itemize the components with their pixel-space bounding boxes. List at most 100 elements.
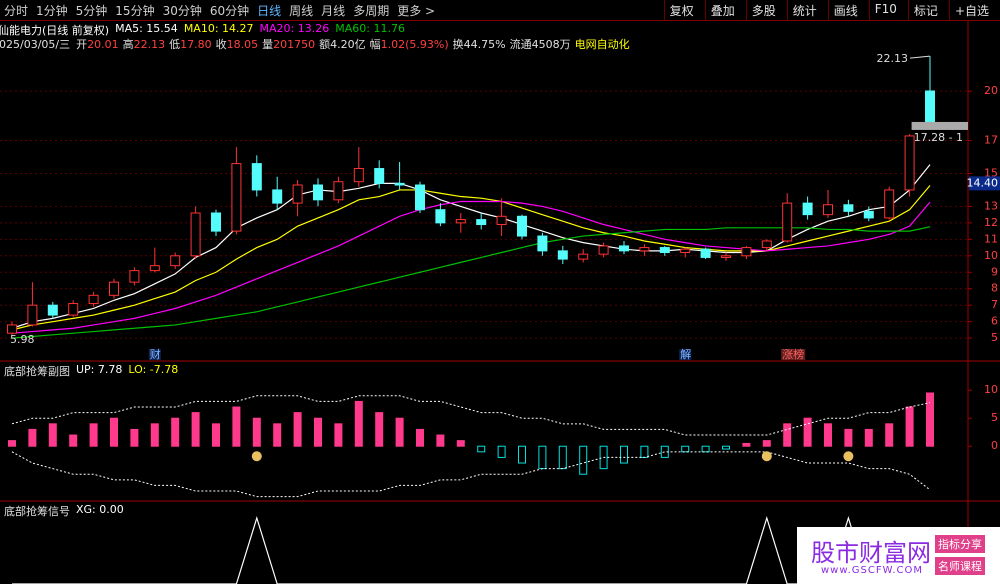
- y-tick-label: 6: [991, 315, 998, 328]
- y-tick-label: 17: [984, 134, 998, 147]
- indicator-bar: [110, 417, 118, 447]
- tool-button[interactable]: 多股: [745, 0, 781, 20]
- indicator-bar: [354, 400, 363, 447]
- tool-button[interactable]: +自选: [948, 0, 994, 20]
- period-tab[interactable]: 分时: [4, 3, 29, 18]
- candle-body: [27, 304, 38, 326]
- price-level-box: [911, 121, 968, 130]
- y-tick-label: 5: [991, 411, 998, 424]
- period-tab[interactable]: 1分钟: [36, 3, 68, 18]
- period-tab[interactable]: 5分钟: [75, 3, 108, 18]
- y-tick-label: 0: [991, 439, 998, 452]
- indicator-bar: [212, 423, 220, 447]
- indicator-bar: [375, 412, 384, 447]
- ma-legend-entry: MA60: 11.76: [335, 22, 405, 35]
- period-tab[interactable]: 月线: [321, 3, 346, 18]
- indicator-bar: [803, 417, 812, 447]
- candle-body: [578, 253, 589, 260]
- candle-body: [109, 281, 119, 296]
- quote-item: 收18.05: [216, 36, 259, 52]
- indicator-bar: [293, 412, 302, 447]
- candle-body: [925, 90, 935, 124]
- indicator-title: 底部抢筹副图: [4, 365, 70, 378]
- annotation: 22.13: [877, 52, 909, 65]
- period-tab[interactable]: 日线: [257, 3, 282, 18]
- candle-body: [700, 248, 711, 258]
- candle-body: [823, 204, 833, 216]
- quote-label: 收: [215, 38, 227, 51]
- candle-body: [496, 215, 507, 226]
- candle-body: [374, 168, 385, 184]
- indicator-bar: [28, 428, 37, 447]
- y-tick-label: 9: [991, 265, 998, 278]
- signal-icon: [251, 451, 262, 462]
- indicator-bar: [191, 412, 200, 447]
- event-marker: [679, 349, 692, 360]
- signal-title: 底部抢筹信号: [4, 505, 70, 518]
- quote-value: 17.80: [180, 38, 212, 51]
- period-tab[interactable]: 30分钟: [162, 3, 202, 18]
- quote-value: 22.13: [133, 38, 166, 51]
- signal-icon: [843, 451, 854, 462]
- indicator-bar: [742, 442, 751, 447]
- candle-body: [149, 265, 160, 272]
- indicator-bar: [783, 423, 792, 447]
- candle-body: [333, 181, 344, 201]
- price-tag: 14.40: [967, 176, 999, 189]
- quote-label: 高: [122, 38, 134, 51]
- y-tick-label: 12: [984, 216, 998, 229]
- indicator-bar: [150, 423, 159, 447]
- signal-icon: [761, 451, 772, 462]
- event-label: 解: [680, 347, 691, 361]
- legend-entry: XG: 0.00: [76, 503, 124, 516]
- candle-body: [68, 303, 79, 316]
- y-tick-label: 10: [984, 249, 998, 262]
- watermark-url: www.GSCFW.COM: [821, 565, 924, 576]
- candle-body: [741, 247, 752, 257]
- quote-item: 高22.13: [123, 36, 166, 52]
- ma-legend: 仙能电力(日线 前复权) MA5: 15.54 MA10: 14.27 MA20: 1…: [0, 22, 411, 38]
- candle-body: [272, 189, 283, 204]
- envelope-line: [11, 451, 931, 498]
- candle-body: [639, 247, 650, 252]
- period-tab[interactable]: 15分钟: [115, 3, 155, 18]
- indicator-bar: [681, 445, 690, 453]
- event-marker: [148, 349, 161, 360]
- tool-button[interactable]: 叠加: [704, 0, 740, 20]
- quote-label: 开: [76, 38, 88, 51]
- period-tab[interactable]: 多周期: [353, 3, 390, 18]
- quote-value: 4508万: [531, 38, 571, 51]
- candle-body: [394, 182, 405, 186]
- tool-button[interactable]: 复权: [663, 0, 699, 20]
- tool-button[interactable]: 标记: [907, 0, 943, 20]
- candle-body: [190, 212, 201, 257]
- indicator-bar: [48, 423, 57, 447]
- indicator-bar: [824, 423, 832, 447]
- y-tick-label: 13: [984, 199, 998, 212]
- tool-button[interactable]: F10: [868, 0, 902, 20]
- quote-item: 低17.80: [169, 36, 212, 52]
- tool-button[interactable]: 画线: [827, 0, 863, 20]
- quote-value: 18.05: [226, 38, 259, 51]
- indicator-bar: [8, 440, 16, 447]
- y-tick-label: 20: [984, 84, 998, 97]
- price-tag-box: [969, 176, 1000, 191]
- signal-line: [12, 515, 930, 584]
- signal-legend: 底部抢筹信号 XG: 0.00: [4, 503, 130, 519]
- candle-body: [884, 189, 895, 219]
- period-tab[interactable]: 更多 >: [397, 3, 436, 18]
- candle-body: [455, 219, 466, 224]
- ma-line: [11, 185, 931, 331]
- indicator-legend: 底部抢筹副图 UP: 7.78 LO: -7.78: [4, 363, 184, 379]
- candle-body: [313, 184, 323, 201]
- candle-body: [802, 202, 813, 216]
- candle-body: [761, 240, 772, 249]
- period-tab[interactable]: 周线: [289, 3, 314, 18]
- period-tab[interactable]: 60分钟: [209, 3, 250, 18]
- candle-body: [598, 245, 609, 255]
- candle-body: [129, 270, 140, 283]
- tool-button[interactable]: 统计: [786, 0, 822, 20]
- quote-label: 换: [452, 38, 464, 51]
- indicator-bar: [436, 434, 445, 447]
